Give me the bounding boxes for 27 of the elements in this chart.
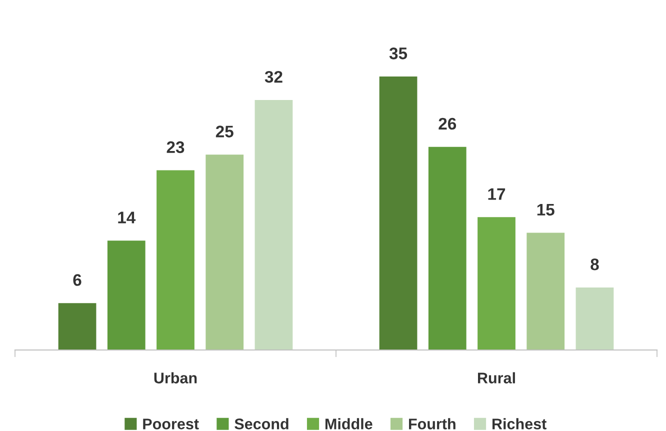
legend-label: Middle [325, 418, 372, 430]
data-label: 25 [216, 126, 234, 138]
bar [576, 287, 614, 350]
x-tick-label: Rural [478, 372, 515, 384]
legend-label: Fourth [409, 418, 456, 430]
bar [58, 303, 96, 350]
legend-label: Richest [492, 418, 546, 430]
data-label: 32 [264, 70, 282, 83]
bar [478, 217, 516, 350]
legend-label: Second [234, 418, 288, 430]
data-label: 17 [488, 188, 506, 200]
bar [206, 154, 244, 350]
legend-label: Poorest [143, 418, 199, 430]
data-label: 15 [537, 204, 554, 216]
bar [107, 240, 146, 350]
x-tick-label: Urban [154, 372, 197, 384]
bar [526, 232, 565, 350]
data-label: 26 [438, 118, 456, 130]
data-label: 14 [118, 212, 136, 224]
data-label: 6 [73, 274, 82, 286]
bar [156, 170, 194, 350]
data-label: 23 [166, 141, 184, 154]
bar [428, 146, 466, 350]
data-label: 8 [590, 258, 599, 270]
bar [254, 100, 293, 350]
bar [379, 76, 418, 350]
data-label: 35 [389, 48, 408, 60]
